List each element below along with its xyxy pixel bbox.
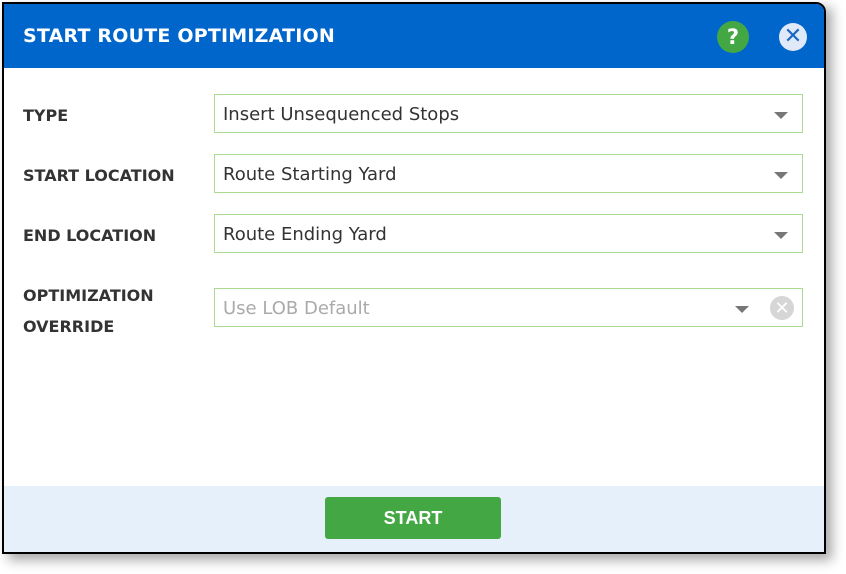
dialog-title: START ROUTE OPTIMIZATION [23, 25, 335, 47]
end-location-label: END LOCATION [23, 226, 157, 245]
start-button[interactable]: START [325, 497, 501, 539]
optimization-override-placeholder: Use LOB Default [223, 298, 370, 319]
dialog-header: START ROUTE OPTIMIZATION ? ✕ [4, 4, 824, 68]
start-location-select[interactable]: Route Starting Yard [214, 154, 803, 193]
dialog-footer: START [4, 486, 824, 552]
close-icon[interactable]: ✕ [779, 23, 807, 51]
clear-icon[interactable]: ✕ [770, 296, 794, 320]
chevron-down-icon[interactable] [774, 172, 788, 179]
label-line-2: OVERRIDE [23, 317, 115, 336]
start-location-label: START LOCATION [23, 166, 175, 185]
start-location-value: Route Starting Yard [223, 164, 397, 185]
label-line-1: OPTIMIZATION [23, 286, 154, 305]
help-icon[interactable]: ? [717, 21, 749, 53]
end-location-value: Route Ending Yard [223, 224, 387, 245]
optimization-override-select[interactable]: Use LOB Default ✕ [214, 288, 803, 327]
end-location-select[interactable]: Route Ending Yard [214, 214, 803, 253]
chevron-down-icon[interactable] [774, 232, 788, 239]
chevron-down-icon[interactable] [774, 112, 788, 119]
type-value: Insert Unsequenced Stops [223, 104, 460, 125]
chevron-down-icon[interactable] [735, 306, 749, 313]
type-label: TYPE [23, 106, 69, 125]
optimization-override-label: OPTIMIZATION OVERRIDE [23, 280, 154, 342]
start-route-optimization-dialog: START ROUTE OPTIMIZATION ? ✕ TYPE Insert… [2, 2, 826, 554]
type-select[interactable]: Insert Unsequenced Stops [214, 94, 803, 133]
